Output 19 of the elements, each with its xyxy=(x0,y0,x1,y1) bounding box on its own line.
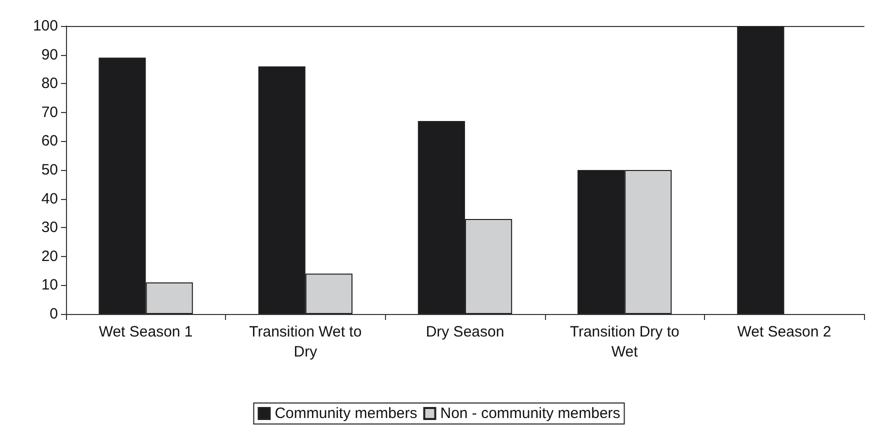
y-tick-label: 70 xyxy=(41,104,58,121)
y-tick-label: 10 xyxy=(41,276,58,294)
y-tick-label: 60 xyxy=(41,132,58,150)
x-tick-label: Transition Dry to Wet xyxy=(570,324,680,360)
y-tick-label: 30 xyxy=(41,219,58,236)
x-tick-label: Dry Season xyxy=(426,324,504,340)
y-tick-label: 20 xyxy=(41,248,58,265)
x-tick-label: Wet Season 1 xyxy=(98,324,193,340)
y-tick-label: 50 xyxy=(41,162,58,178)
legend-label: Community members xyxy=(274,405,418,422)
y-tick-label: 100 xyxy=(32,18,58,34)
y-tick-label: 0 xyxy=(50,306,58,322)
x-tick-label: Wet Season 2 xyxy=(737,324,832,340)
legend-label: Non - community members xyxy=(440,405,620,422)
x-tick-label: Transition Wet to Dry xyxy=(249,324,362,360)
bar xyxy=(737,26,784,314)
y-tick-label: 90 xyxy=(41,46,58,64)
y-tick-label: 80 xyxy=(41,75,58,92)
y-tick-label: 40 xyxy=(41,190,58,208)
